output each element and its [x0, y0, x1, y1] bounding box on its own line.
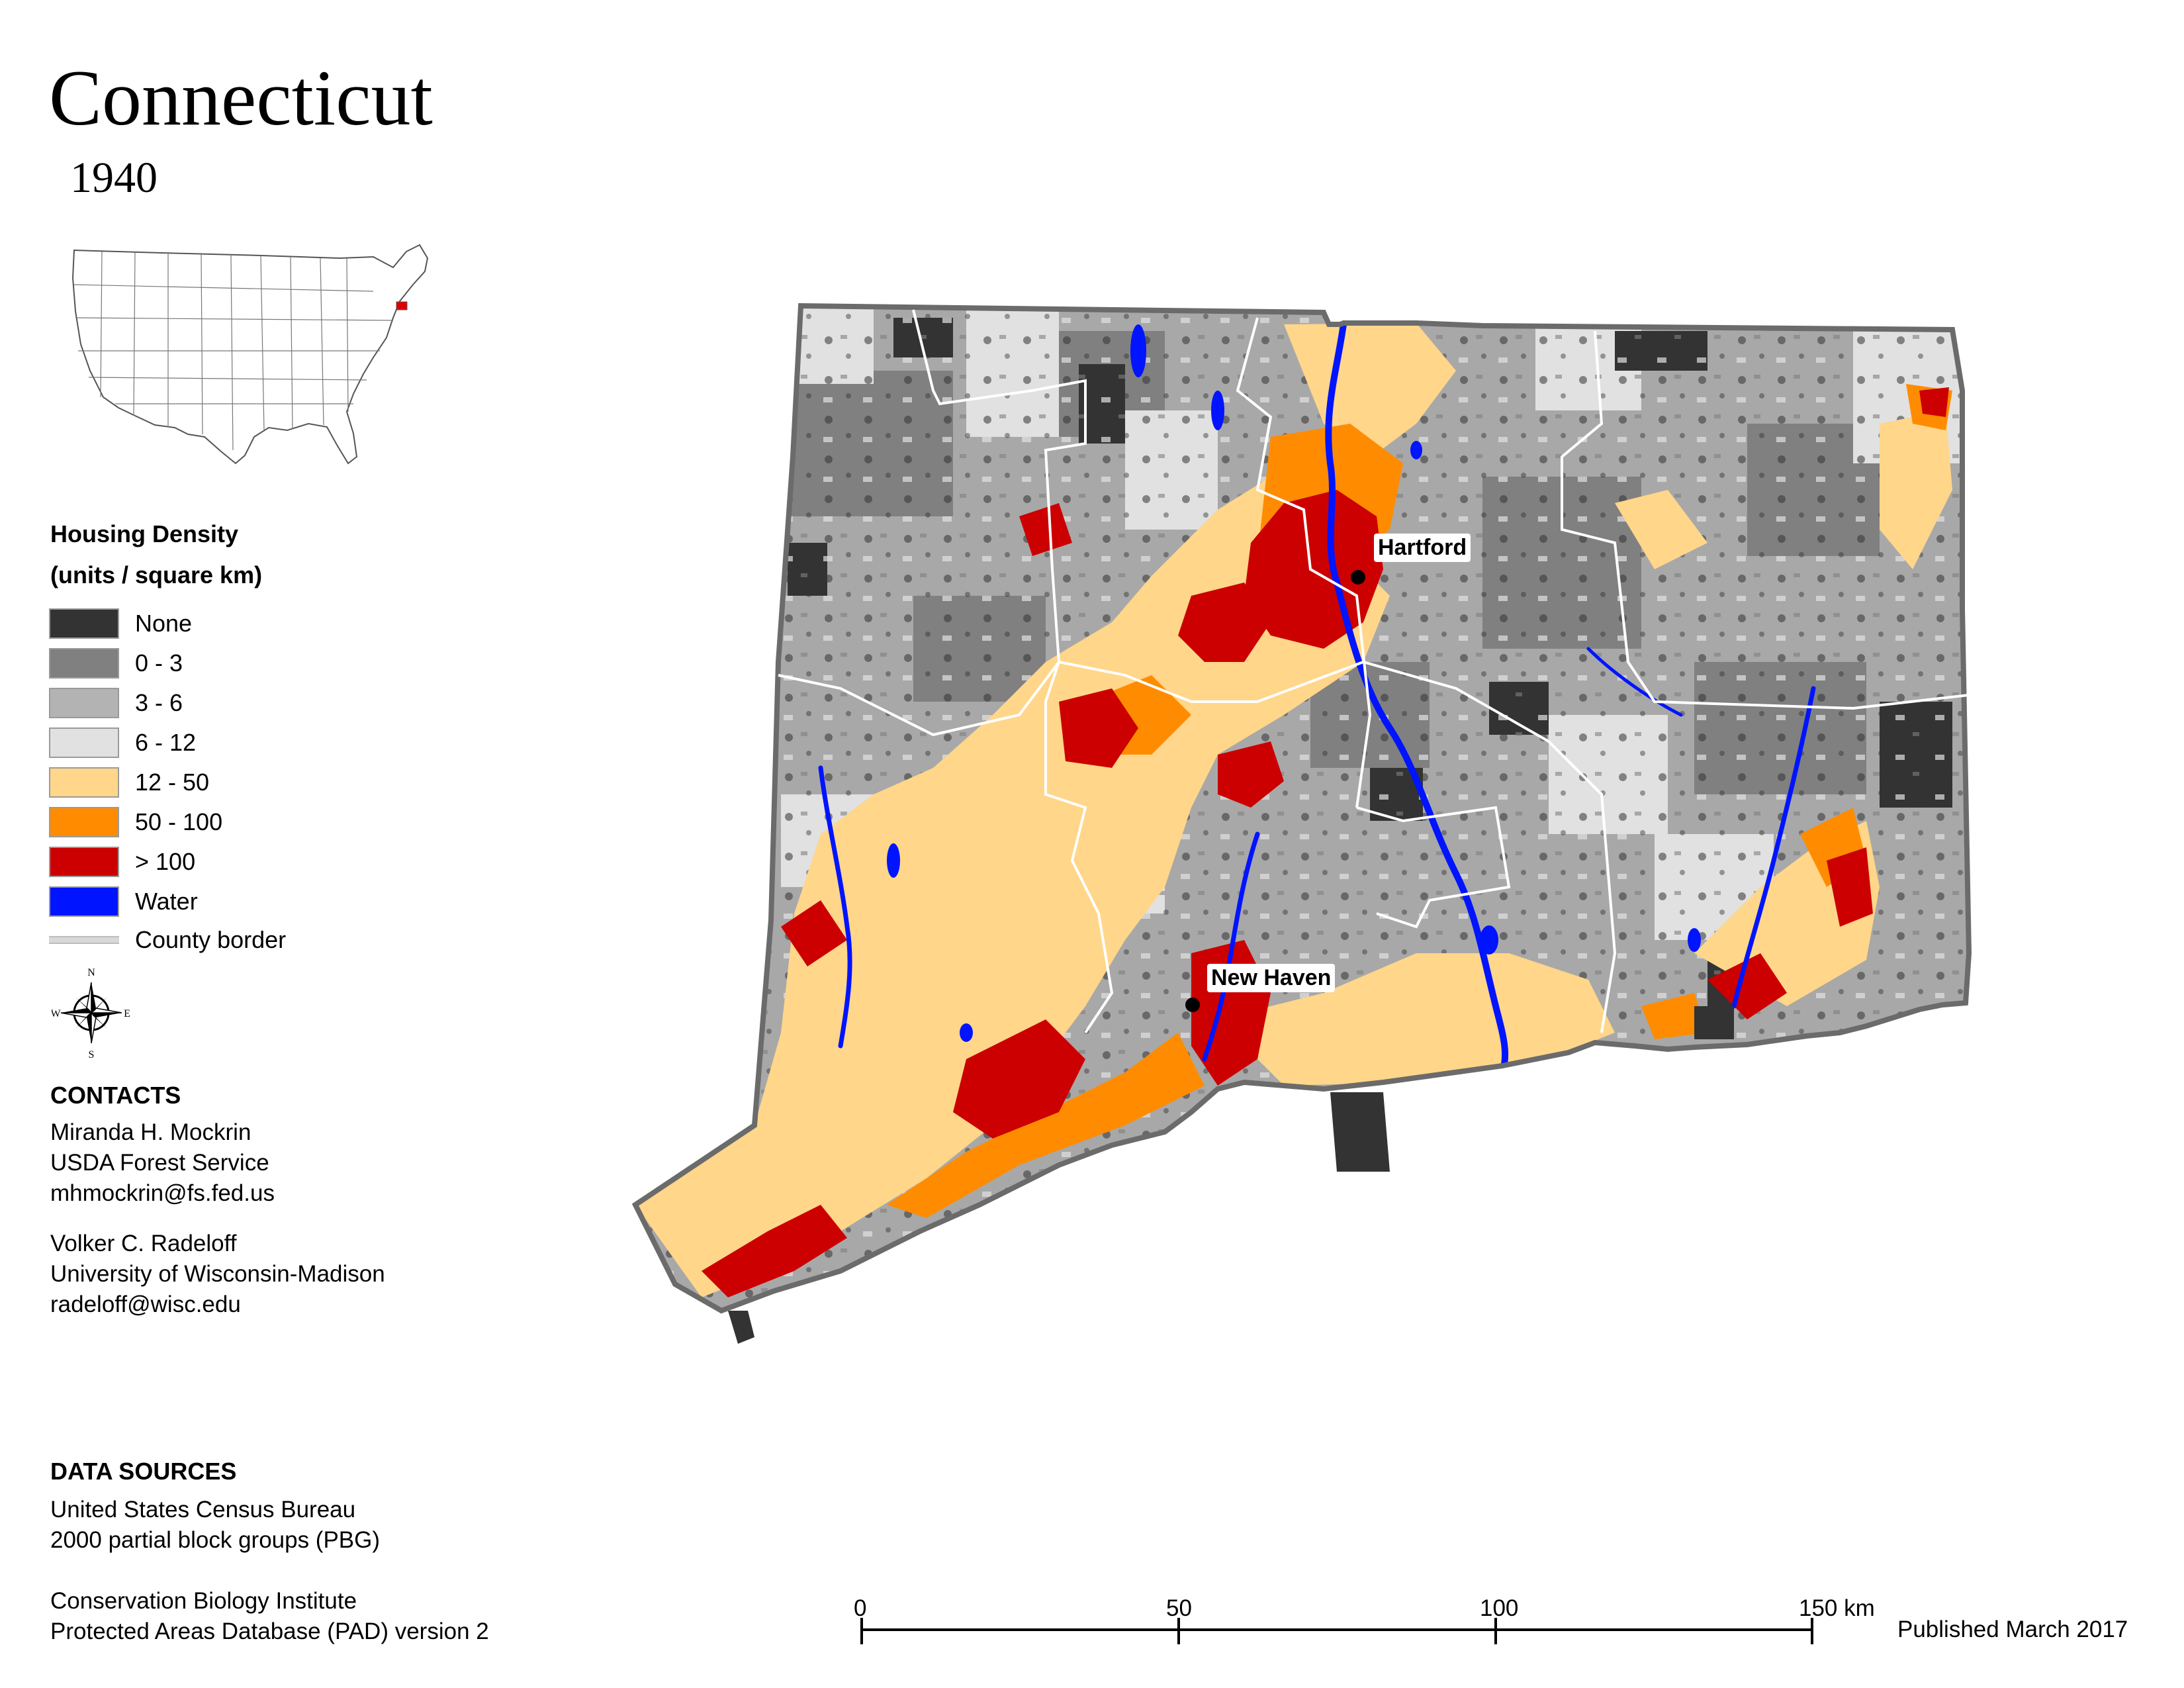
connecticut-highlight — [396, 301, 408, 310]
city-hartford — [1351, 570, 1365, 585]
published-date: Published March 2017 — [1897, 1617, 2128, 1642]
scale-bar — [860, 1618, 1813, 1644]
legend-label: County border — [135, 926, 287, 953]
legend-label: 0 - 3 — [135, 649, 183, 677]
contact-org: University of Wisconsin-Madison — [50, 1261, 385, 1287]
scale-label-100: 100 — [1480, 1595, 1519, 1621]
legend-label: 50 - 100 — [135, 808, 223, 835]
legend-item-none: None — [49, 608, 192, 639]
city-label-new-haven: New Haven — [1207, 964, 1336, 992]
legend-subtitle: (units / square km) — [50, 561, 263, 588]
contact-email[interactable]: radeloff@wisc.edu — [50, 1291, 241, 1317]
legend-item-3-6: 3 - 6 — [49, 687, 183, 719]
data-source-line: United States Census Bureau — [50, 1497, 356, 1523]
us-locator-map — [71, 244, 429, 465]
legend-swatch — [49, 767, 119, 798]
legend-label: None — [135, 610, 193, 637]
legend-swatch — [49, 688, 119, 718]
water-features — [818, 321, 1816, 1076]
legend-item-6-12: 6 - 12 — [49, 727, 196, 759]
legend-swatch — [49, 807, 119, 837]
legend-label: 6 - 12 — [135, 729, 197, 756]
map-year: 1940 — [70, 154, 158, 202]
contact-email[interactable]: mhmockrin@fs.fed.us — [50, 1180, 275, 1206]
legend-item-50-100: 50 - 100 — [49, 806, 222, 838]
island-fishers — [1330, 1092, 1390, 1172]
data-source-line: Conservation Biology Institute — [50, 1588, 357, 1614]
legend-swatch — [49, 936, 119, 944]
compass-n: N — [87, 967, 95, 978]
legend-label: Water — [135, 888, 198, 915]
contact-org: USDA Forest Service — [50, 1150, 269, 1176]
data-source-line: Protected Areas Database (PAD) version 2 — [50, 1618, 489, 1644]
contact-name: Miranda H. Mockrin — [50, 1119, 251, 1145]
data-sources-heading: DATA SOURCES — [50, 1458, 237, 1485]
map-title: Connecticut — [49, 54, 433, 142]
island-sw — [728, 1311, 754, 1344]
legend-label: 3 - 6 — [135, 689, 183, 716]
compass-s: S — [89, 1049, 95, 1059]
legend-swatch — [49, 886, 119, 917]
lakes — [887, 324, 1701, 1042]
legend-swatch — [49, 648, 119, 679]
legend-swatch — [49, 847, 119, 877]
compass-rose-icon: N S E W — [52, 967, 130, 1059]
compass-e: E — [124, 1008, 130, 1019]
county-borders — [778, 309, 1970, 1034]
us-outline — [71, 244, 429, 465]
state-outline — [631, 303, 1972, 1314]
connecticut-housing-density-map — [631, 303, 1972, 1344]
legend-label: > 100 — [135, 848, 196, 875]
island-small — [1694, 1006, 1734, 1039]
legend-title: Housing Density — [50, 520, 239, 547]
scale-label-50: 50 — [1166, 1595, 1192, 1621]
scale-label-150: 150 km — [1799, 1595, 1875, 1621]
legend-item-county-border: County border — [49, 924, 286, 956]
legend-item-water: Water — [49, 886, 198, 917]
scale-label-0: 0 — [854, 1595, 867, 1621]
legend-swatch — [49, 727, 119, 758]
contact-name: Volker C. Radeloff — [50, 1231, 237, 1256]
legend-label: 12 - 50 — [135, 769, 210, 796]
contacts-heading: CONTACTS — [50, 1082, 181, 1109]
legend-item-0-3: 0 - 3 — [49, 647, 183, 679]
city-new-haven — [1185, 998, 1200, 1012]
legend-item-over-100: > 100 — [49, 846, 195, 878]
data-source-line: 2000 partial block groups (PBG) — [50, 1527, 381, 1553]
city-label-hartford: Hartford — [1374, 534, 1471, 562]
legend-swatch — [49, 608, 119, 639]
compass-w: W — [52, 1008, 61, 1019]
legend-item-12-50: 12 - 50 — [49, 767, 209, 798]
